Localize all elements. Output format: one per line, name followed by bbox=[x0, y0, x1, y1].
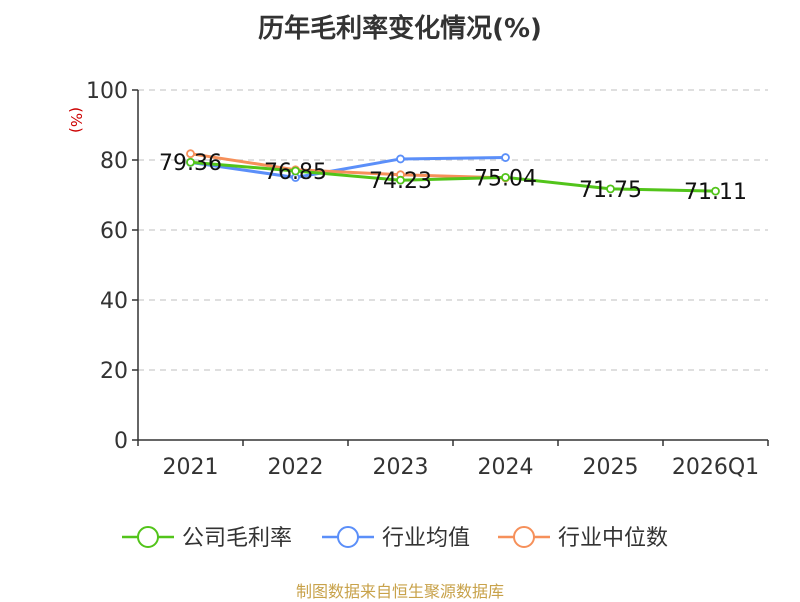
x-tick-label: 2026Q1 bbox=[672, 455, 759, 480]
x-tick-label: 2023 bbox=[373, 455, 429, 480]
data-label: 75.04 bbox=[474, 166, 537, 191]
data-point[interactable] bbox=[291, 166, 300, 176]
data-label: 74.23 bbox=[369, 169, 432, 194]
grid-lines bbox=[138, 89, 768, 371]
data-label: 79.36 bbox=[159, 151, 222, 176]
legend-label[interactable]: 行业中位数 bbox=[558, 526, 668, 551]
axes: 0 20 40 60 80 100 2021 2022 2023 2024 2025 2026Q1 bbox=[86, 79, 769, 480]
y-tick-label: 20 bbox=[100, 359, 128, 384]
legend-label[interactable]: 行业均值 bbox=[382, 526, 470, 551]
x-tick-label: 2021 bbox=[163, 455, 219, 480]
y-tick-label: 0 bbox=[114, 429, 128, 454]
y-tick-label: 60 bbox=[100, 219, 128, 244]
data-label: 71.75 bbox=[579, 178, 642, 203]
legend: 公司毛利率 行业均值 行业中位数 bbox=[122, 526, 668, 551]
x-tick-label: 2025 bbox=[583, 455, 639, 480]
data-point[interactable] bbox=[396, 175, 405, 185]
y-tick-label: 100 bbox=[86, 79, 128, 104]
data-labels: 79.36 76.85 74.23 75.04 71.75 71.11 bbox=[159, 151, 747, 205]
data-point[interactable] bbox=[501, 153, 510, 162]
y-tick-label: 40 bbox=[100, 289, 128, 314]
data-point[interactable] bbox=[711, 186, 720, 196]
data-label: 71.11 bbox=[684, 180, 747, 205]
legend-marker bbox=[513, 526, 535, 548]
source-note: 制图数据来自恒生聚源数据库 bbox=[295, 582, 504, 601]
data-point[interactable] bbox=[186, 157, 195, 167]
y-tick-label: 80 bbox=[100, 149, 128, 174]
legend-marker bbox=[337, 526, 359, 548]
data-label: 76.85 bbox=[264, 160, 327, 185]
series-lines bbox=[186, 149, 720, 196]
series-line bbox=[190, 156, 506, 179]
chart-title: 历年毛利率变化情况(%) bbox=[258, 14, 542, 44]
legend-label[interactable]: 公司毛利率 bbox=[182, 526, 292, 551]
data-point[interactable] bbox=[606, 184, 615, 194]
series-line bbox=[190, 152, 506, 180]
x-tick-label: 2024 bbox=[478, 455, 534, 480]
data-point[interactable] bbox=[396, 154, 405, 164]
data-point[interactable] bbox=[501, 172, 510, 182]
legend-marker bbox=[137, 526, 159, 548]
series-line bbox=[190, 160, 716, 193]
data-point[interactable] bbox=[186, 149, 195, 159]
x-tick-label: 2022 bbox=[268, 455, 324, 480]
